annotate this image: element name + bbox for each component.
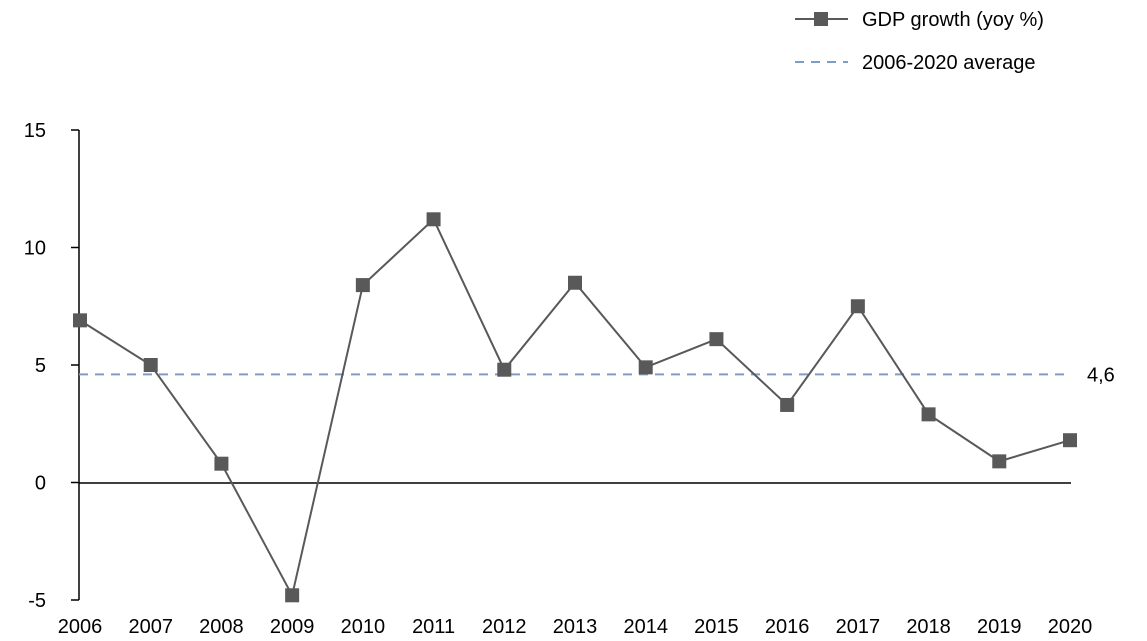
x-tick-label: 2019 — [977, 616, 1022, 638]
y-tick-label: 5 — [35, 355, 46, 377]
x-tick-label: 2017 — [836, 616, 881, 638]
data-point-2006 — [73, 313, 87, 328]
data-point-2012 — [497, 362, 512, 377]
series-lines — [79, 217, 1071, 599]
legend-label-gdp-growth: GDP growth (yoy %) — [862, 9, 1044, 31]
y-tick-label: -5 — [28, 590, 46, 612]
y-tick-label: 0 — [35, 473, 46, 495]
reference-lines: 4,6 — [79, 364, 1115, 386]
data-point-2015 — [709, 332, 724, 347]
x-tick-label: 2020 — [1048, 616, 1093, 638]
y-ticks: -5 0 5 10 15 — [24, 120, 79, 612]
legend-label-average: 2006-2020 average — [862, 52, 1035, 74]
data-point-2007 — [143, 358, 158, 372]
x-tick-label: 2012 — [482, 616, 527, 638]
legend-marker-gdp-growth — [814, 12, 828, 26]
data-point-2011 — [426, 212, 441, 227]
x-tick-label: 2010 — [341, 616, 386, 638]
x-labels: 2006 2007 2008 2009 2010 2011 2012 2013 2014 2015… — [58, 616, 1093, 638]
legend-item-average: 2006-2020 average — [795, 52, 1035, 74]
data-point-2017 — [850, 299, 865, 314]
x-tick-label: 2011 — [412, 616, 455, 638]
x-tick-label: 2006 — [58, 616, 103, 638]
x-tick-label: 2009 — [270, 616, 315, 638]
x-tick-label: 2015 — [694, 616, 739, 638]
data-point-2008 — [214, 456, 229, 471]
data-point-2018 — [921, 407, 936, 422]
data-point-2009 — [285, 588, 300, 603]
data-point-2016 — [780, 397, 795, 412]
x-tick-label: 2016 — [765, 616, 810, 638]
legend: GDP growth (yoy %) 2006-2020 average — [795, 9, 1044, 74]
x-tick-label: 2007 — [128, 616, 173, 638]
y-tick-label: 10 — [24, 238, 46, 260]
x-tick-label: 2008 — [199, 616, 244, 638]
data-point-2014 — [638, 360, 653, 375]
y-tick-label: 15 — [24, 120, 46, 142]
x-tick-label: 2013 — [553, 616, 598, 638]
data-point-2010 — [355, 278, 370, 293]
average-value-label: 4,6 — [1087, 364, 1115, 386]
data-point-2013 — [568, 275, 582, 290]
x-tick-label: 2018 — [906, 616, 951, 638]
x-tick-label: 2014 — [623, 616, 668, 638]
legend-item-gdp-growth: GDP growth (yoy %) — [795, 9, 1044, 31]
data-point-2019 — [992, 454, 1007, 469]
series-markers — [73, 212, 1077, 603]
series-line-gdp-growth — [79, 217, 1071, 599]
data-point-2020 — [1063, 433, 1077, 448]
